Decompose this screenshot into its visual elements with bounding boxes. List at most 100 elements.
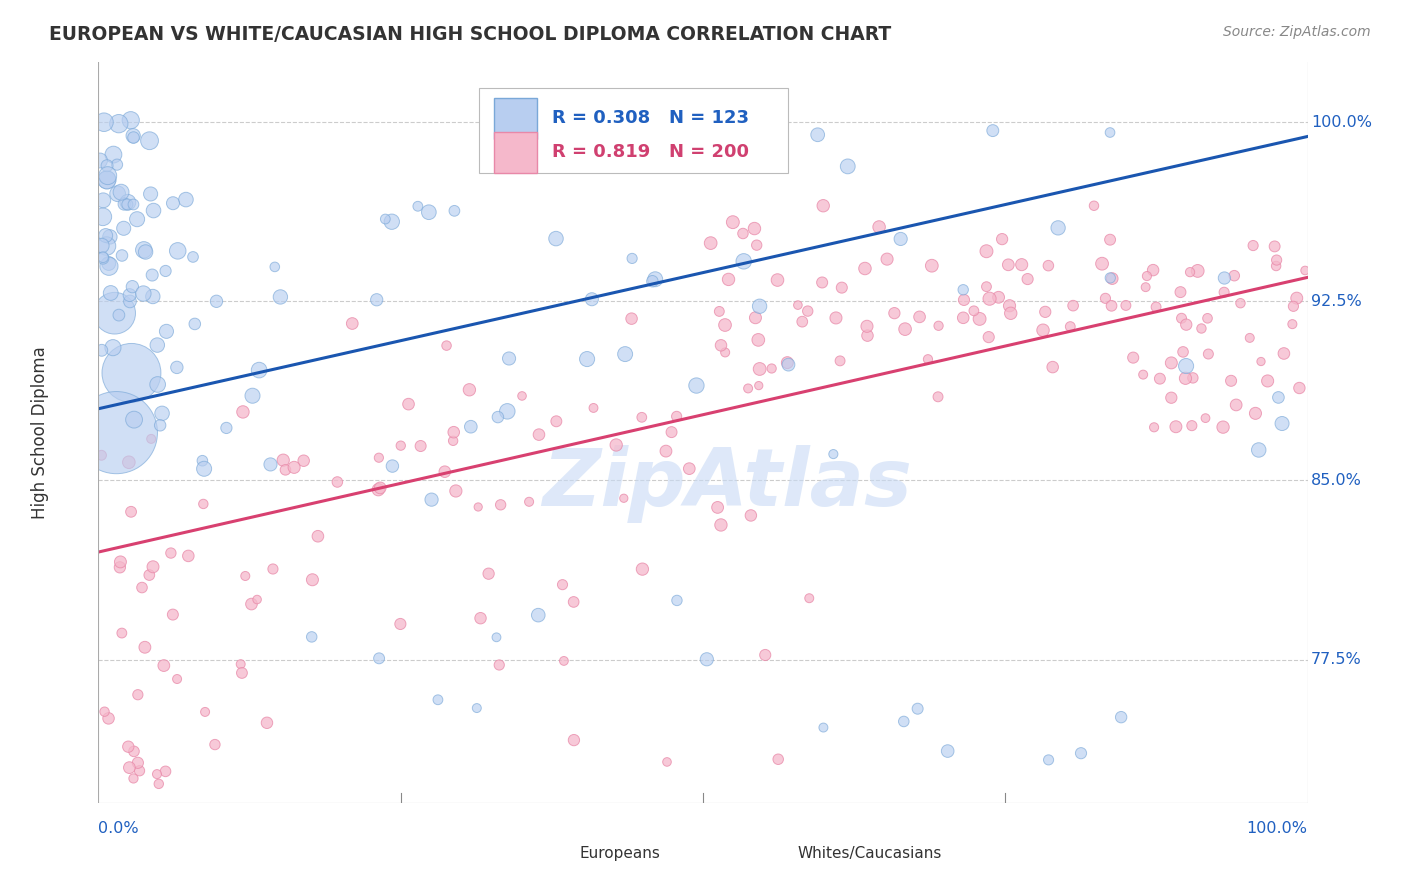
Point [1115,298,1137,312]
Point [118,288,141,302]
Point [792,315,814,329]
Point [717,272,740,286]
Point [605,438,627,452]
Point [1187,264,1209,278]
Point [733,254,755,268]
Point [122,744,145,758]
Point [1257,374,1279,388]
Point [97,256,120,270]
Point [1294,263,1316,277]
Point [110,185,132,199]
Point [111,626,134,640]
Text: ZipAtlas: ZipAtlas [543,445,912,524]
Point [1239,331,1261,345]
Point [122,130,145,145]
Point [470,611,492,625]
Point [828,354,851,368]
Point [142,559,165,574]
Point [486,410,509,425]
Point [443,425,465,440]
Point [582,401,605,415]
Point [91,252,114,266]
Point [811,276,834,290]
Point [166,360,188,375]
Point [1094,291,1116,305]
Point [138,134,160,148]
Point [283,460,305,475]
Point [132,243,155,257]
Point [256,715,278,730]
Point [737,381,759,395]
Point [104,306,127,320]
Point [655,755,678,769]
Point [107,186,129,201]
Point [1101,299,1123,313]
Point [460,419,482,434]
Point [991,232,1014,246]
Point [406,199,429,213]
Point [655,444,678,458]
Point [562,595,585,609]
Point [121,279,143,293]
Point [710,518,733,533]
FancyBboxPatch shape [721,840,787,870]
Point [146,377,169,392]
Point [1144,300,1167,314]
Point [263,260,285,274]
Point [1191,321,1213,335]
Point [105,158,128,172]
Point [813,721,835,735]
Point [274,463,297,477]
Point [307,529,329,543]
Point [215,421,238,435]
Point [90,343,112,358]
Point [678,461,700,475]
Point [111,248,134,262]
Point [1091,257,1114,271]
Point [761,361,783,376]
Point [1241,238,1264,252]
Point [155,764,177,779]
Point [142,203,165,218]
Point [744,221,766,235]
Point [745,238,768,252]
Point [685,378,707,392]
Point [166,244,188,258]
Point [134,640,156,655]
Point [120,505,142,519]
Point [229,657,252,672]
Point [776,356,799,370]
Point [1213,271,1236,285]
Point [1099,271,1122,285]
Point [1285,291,1308,305]
Point [868,219,890,234]
Point [837,160,859,174]
Point [1170,285,1192,299]
Point [620,311,643,326]
Point [146,338,169,352]
Point [1160,356,1182,370]
Point [485,630,508,644]
Point [977,330,1000,344]
Point [246,592,269,607]
Point [1032,323,1054,337]
Point [150,406,173,420]
Point [153,658,176,673]
Point [1017,272,1039,286]
Point [478,566,501,581]
Text: 77.5%: 77.5% [1312,652,1362,667]
Point [90,238,112,252]
Point [204,738,226,752]
Point [127,212,149,227]
Point [96,173,118,187]
Point [1178,265,1201,279]
Point [444,483,467,498]
Point [1267,391,1289,405]
Point [1132,368,1154,382]
Point [928,318,950,333]
Point [103,147,125,161]
Point [1171,345,1194,359]
Point [436,338,458,352]
Point [1229,296,1251,310]
Point [1062,299,1084,313]
